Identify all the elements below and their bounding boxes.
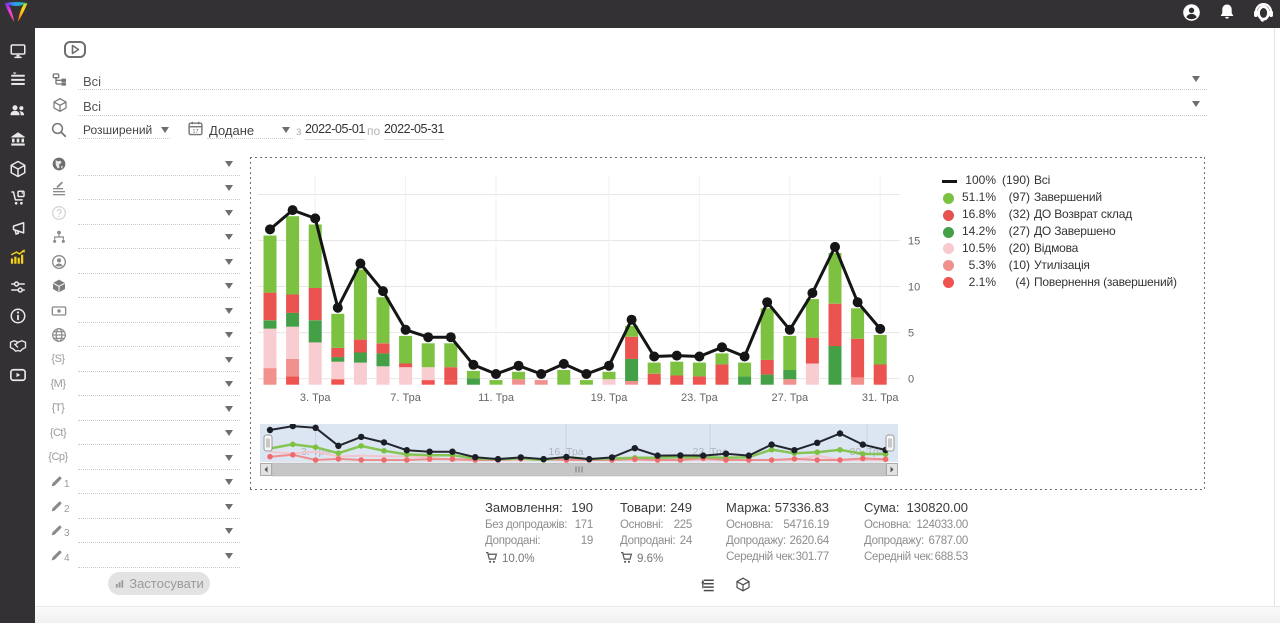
svg-text:16. Тра: 16. Тра bbox=[548, 446, 583, 458]
svg-text:23. Тра: 23. Тра bbox=[681, 392, 719, 404]
svg-text:10: 10 bbox=[908, 282, 920, 294]
svg-text:3. Тра: 3. Тра bbox=[300, 392, 331, 404]
svg-text:15: 15 bbox=[908, 236, 920, 248]
svg-text:0: 0 bbox=[908, 374, 914, 386]
svg-text:17: 17 bbox=[192, 129, 198, 135]
svg-text:5: 5 bbox=[908, 328, 914, 340]
svg-text:11. Тра: 11. Тра bbox=[478, 392, 515, 404]
svg-text:27. Тра: 27. Тра bbox=[771, 392, 809, 404]
svg-text:7. Тра: 7. Тра bbox=[390, 392, 421, 404]
svg-text:19. Тра: 19. Тра bbox=[591, 392, 629, 404]
svg-text:31. Тра: 31. Тра bbox=[862, 392, 900, 404]
